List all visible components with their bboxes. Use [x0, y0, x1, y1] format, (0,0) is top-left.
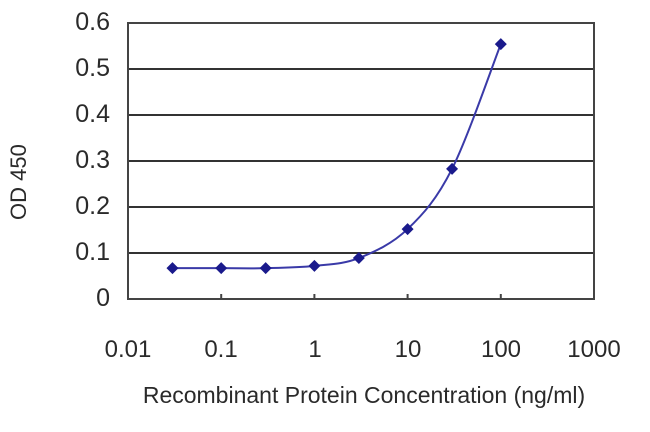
x-tick-label: 10: [394, 336, 422, 363]
y-tick-label: 0.3: [75, 146, 110, 174]
data-point-diamond: [215, 262, 228, 275]
data-point-diamond: [352, 252, 365, 265]
data-markers: [166, 38, 507, 275]
y-axis-label: OD 450: [6, 144, 31, 220]
gridlines: [128, 68, 594, 254]
x-tick-label: 1000: [567, 336, 621, 363]
data-line: [172, 43, 502, 270]
y-tick-label: 0.6: [75, 8, 110, 36]
x-axis-label: Recombinant Protein Concentration (ng/ml…: [142, 382, 586, 408]
data-point-diamond: [446, 162, 459, 175]
data-point-diamond: [166, 262, 179, 275]
data-point-diamond: [401, 223, 414, 236]
x-tick-label: 0.01: [104, 336, 152, 363]
plot-frame: [127, 22, 595, 300]
x-tick-label: 100: [480, 336, 522, 363]
data-point-diamond: [259, 262, 272, 275]
data-point-diamond: [308, 259, 321, 272]
y-tick-label: 0.5: [75, 54, 110, 82]
x-tick-label: 0.1: [204, 336, 238, 363]
y-tick-label: 0.4: [75, 100, 110, 128]
y-tick-label: 0.1: [75, 238, 110, 266]
y-tick-label: 0: [96, 284, 110, 312]
x-tick-label: 1: [308, 336, 322, 363]
data-point-diamond: [494, 38, 507, 51]
y-tick-label: 0.2: [75, 192, 110, 220]
x-tick-marks: [220, 294, 502, 299]
